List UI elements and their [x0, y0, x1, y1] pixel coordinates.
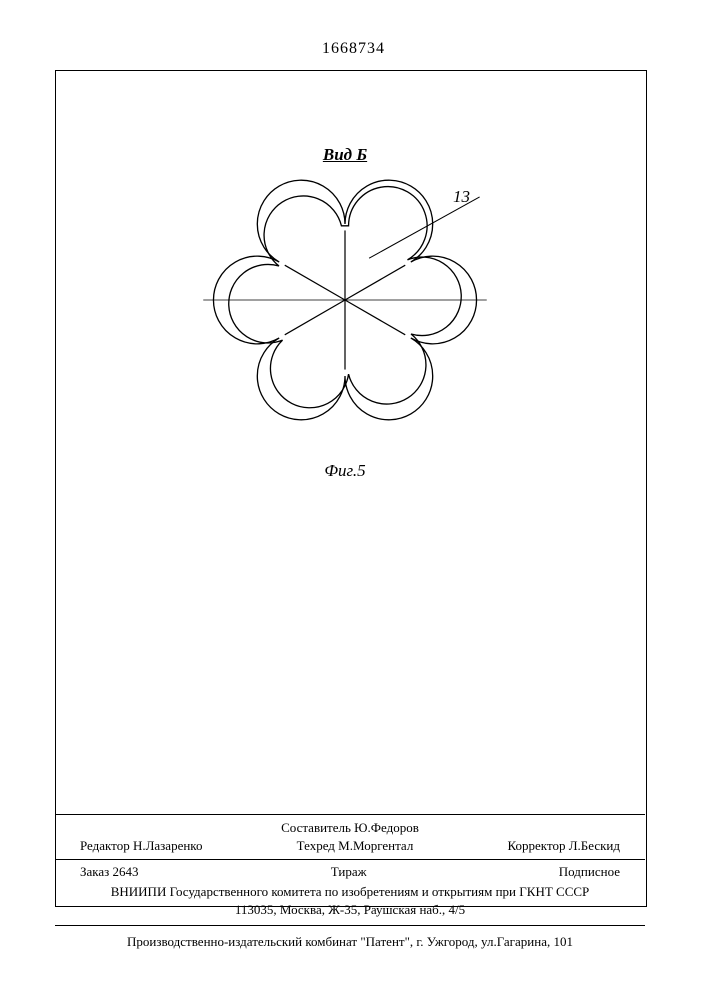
figure-caption: Фиг.5 — [180, 461, 510, 481]
divider — [55, 859, 645, 860]
callout-13: 13 — [453, 187, 470, 207]
tech-editor-credit: Техред М.Моргентал — [297, 837, 414, 855]
divider — [55, 925, 645, 926]
divider — [55, 814, 645, 815]
vniipi-line1: ВНИИПИ Государственного комитета по изоб… — [65, 883, 635, 901]
footer-block: Составитель Ю.Федоров Редактор Н.Лазарен… — [55, 810, 645, 950]
order-row: Заказ 2643 Тираж Подписное — [55, 864, 645, 880]
figure-area: Вид Б 13 Фиг.5 — [180, 145, 510, 475]
editor-credit: Редактор Н.Лазаренко — [80, 837, 202, 855]
printer-line: Производственно-издательский комбинат "П… — [55, 930, 645, 950]
compiler-credit: Составитель Ю.Федоров — [55, 819, 645, 837]
vniipi-block: ВНИИПИ Государственного комитета по изоб… — [55, 880, 645, 921]
podpis-label: Подписное — [559, 864, 620, 880]
view-label: Вид Б — [180, 145, 510, 165]
document-number: 1668734 — [0, 40, 707, 58]
order-number: Заказ 2643 — [80, 864, 139, 880]
corrector-credit: Корректор Л.Бескид — [508, 837, 620, 855]
tirazh-label: Тираж — [331, 864, 367, 880]
credits-block: Составитель Ю.Федоров Редактор Н.Лазарен… — [55, 819, 645, 855]
vniipi-line2: 113035, Москва, Ж-35, Раушская наб., 4/5 — [65, 901, 635, 919]
